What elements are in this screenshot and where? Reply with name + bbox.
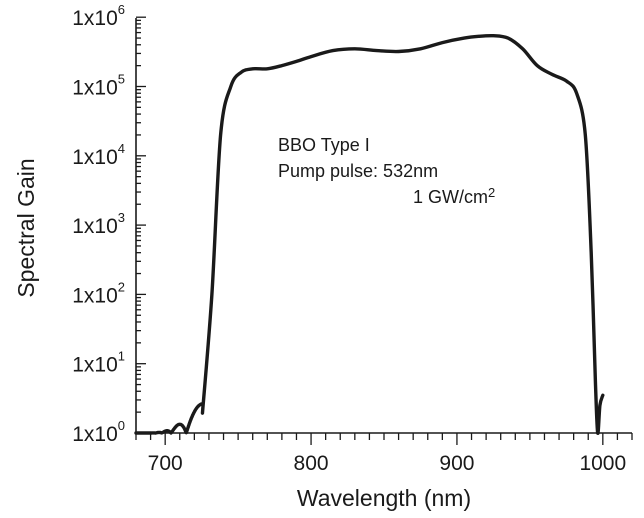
y-tick-label-exp: 0	[118, 418, 125, 433]
y-tick-label: 1x100	[72, 418, 125, 446]
x-tick-label: 800	[294, 452, 329, 475]
x-axis-title: Wavelength (nm)	[297, 485, 471, 511]
y-tick-label-exp: 4	[118, 141, 125, 156]
y-tick-label-exp: 2	[118, 279, 125, 294]
y-tick-label: 1x105	[72, 72, 125, 100]
y-tick-label-base: 1x10	[72, 423, 118, 446]
y-tick-label-exp: 3	[118, 210, 125, 225]
y-tick-label: 1x103	[72, 210, 125, 238]
y-axis-ticks	[136, 16, 146, 434]
y-tick-label-exp: 6	[118, 2, 125, 17]
annotation-line-3: 1 GW/cm2	[413, 185, 495, 207]
y-tick-label: 1x106	[72, 2, 125, 30]
y-tick-label-exp: 5	[118, 72, 125, 87]
x-tick-label: 1000	[579, 452, 626, 475]
y-tick-label: 1x101	[72, 349, 125, 377]
y-tick-label-base: 1x10	[72, 354, 118, 377]
y-tick-label: 1x104	[72, 141, 125, 169]
annotation-line-3-base: 1 GW/cm	[413, 187, 488, 207]
x-axis-ticks	[135, 433, 633, 445]
y-tick-label-base: 1x10	[72, 7, 118, 30]
annotation-line-2: Pump pulse: 532nm	[278, 161, 438, 181]
x-tick-label: 700	[148, 452, 183, 475]
gain-curve	[134, 33, 605, 435]
annotation-line-1: BBO Type I	[278, 135, 370, 155]
y-tick-label-base: 1x10	[72, 284, 118, 307]
y-axis-title: Spectral Gain	[13, 158, 39, 297]
y-tick-label-base: 1x10	[72, 77, 118, 100]
x-tick-label: 900	[439, 452, 474, 475]
y-tick-label-base: 1x10	[72, 146, 118, 169]
y-tick-label-base: 1x10	[72, 215, 118, 238]
x-tick-labels: 700 800 900 1000	[148, 452, 627, 475]
y-tick-label-exp: 1	[118, 349, 125, 364]
annotation-line-3-sup: 2	[488, 185, 495, 200]
y-tick-label: 1x102	[72, 279, 125, 307]
annotation: BBO Type I Pump pulse: 532nm 1 GW/cm2	[278, 135, 495, 207]
